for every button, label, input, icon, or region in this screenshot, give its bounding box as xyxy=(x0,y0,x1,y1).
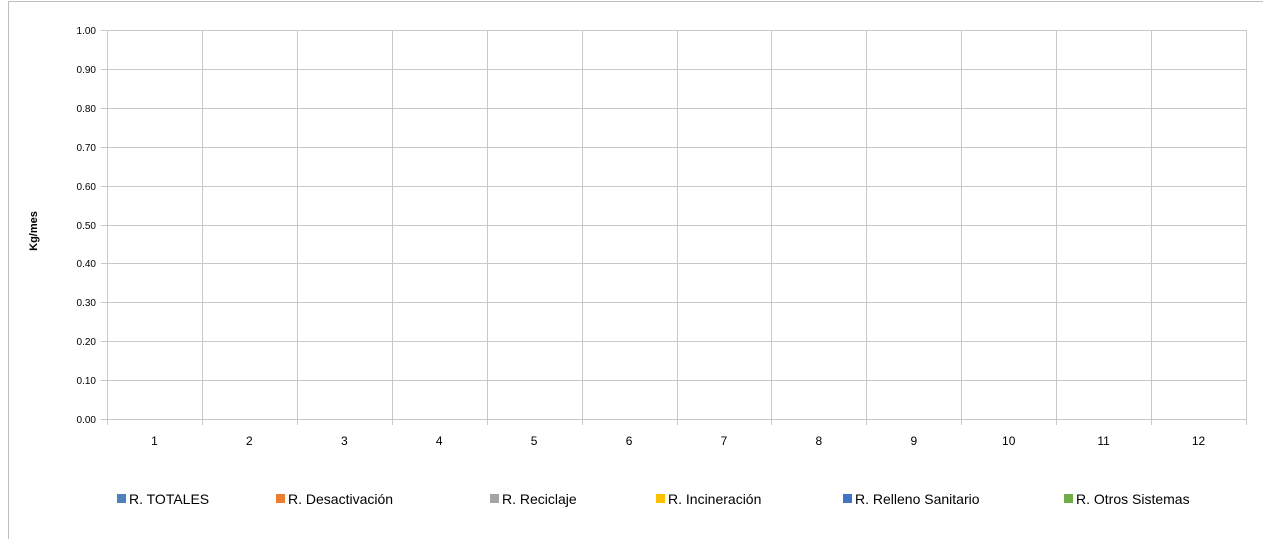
x-tick-labels: 1 2 3 4 5 6 7 8 9 10 11 12 xyxy=(151,434,1205,448)
legend-label: R. Relleno Sanitario xyxy=(855,491,980,507)
x-tick-label: 4 xyxy=(436,434,443,448)
x-tick-label: 3 xyxy=(341,434,348,448)
x-tick-label: 6 xyxy=(626,434,633,448)
legend-swatch xyxy=(1064,494,1073,503)
legend-label: R. Desactivación xyxy=(288,491,393,507)
y-tick-labels: 0.00 0.10 0.20 0.30 0.40 0.50 0.60 0.70 0.80 0.90… xyxy=(77,26,97,426)
y-tick-label: 0.30 xyxy=(77,298,97,309)
legend-label: R. Reciclaje xyxy=(502,491,577,507)
y-tick-label: 0.40 xyxy=(77,259,97,270)
legend-swatch xyxy=(656,494,665,503)
x-tick-label: 1 xyxy=(151,434,158,448)
x-tick-label: 9 xyxy=(910,434,917,448)
y-tick-label: 0.80 xyxy=(77,104,97,115)
x-tick-label: 11 xyxy=(1097,434,1110,448)
y-tick-label: 0.90 xyxy=(77,65,97,76)
x-tick-label: 10 xyxy=(1002,434,1016,448)
legend-label: R. Otros Sistemas xyxy=(1076,491,1190,507)
y-tick-label: 0.10 xyxy=(77,376,97,387)
legend-label: R. TOTALES xyxy=(129,491,209,507)
legend-swatch xyxy=(843,494,852,503)
y-tick-label: 0.50 xyxy=(77,221,97,232)
legend-swatch xyxy=(117,494,126,503)
legend-label: R. Incineración xyxy=(668,491,761,507)
legend-swatch xyxy=(490,494,499,503)
y-tick-label: 0.70 xyxy=(77,143,97,154)
legend: R. TOTALES R. Desactivación R. Reciclaje R.… xyxy=(117,491,1190,507)
legend-swatch xyxy=(276,494,285,503)
x-tick-label: 8 xyxy=(816,434,823,448)
x-tick-label: 12 xyxy=(1192,434,1206,448)
y-tick-label: 1.00 xyxy=(77,26,97,37)
y-axis-label: Kg/mes xyxy=(28,211,40,251)
x-tick-label: 5 xyxy=(531,434,538,448)
y-tick-label: 0.00 xyxy=(77,415,97,426)
grid-lines xyxy=(101,30,1247,425)
y-tick-label: 0.60 xyxy=(77,182,97,193)
x-tick-label: 2 xyxy=(246,434,253,448)
y-tick-label: 0.20 xyxy=(77,337,97,348)
x-tick-label: 7 xyxy=(721,434,728,448)
